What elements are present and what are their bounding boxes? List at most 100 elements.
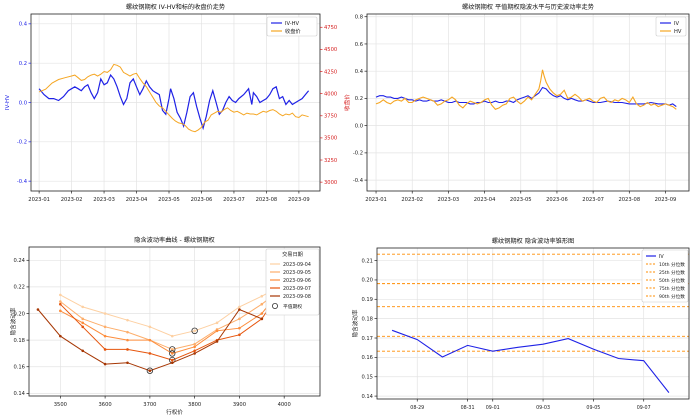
- p3-point-4-6: [170, 361, 174, 365]
- p3-atm-marker-0: [191, 327, 198, 335]
- p3-ytick-label-1: 0.22: [13, 285, 25, 291]
- p1-series-close: [38, 63, 309, 133]
- p3-atm-marker-4: [146, 367, 154, 374]
- p3-point-3-4: [148, 352, 152, 355]
- p2-legend-label-0: IV: [674, 21, 680, 27]
- p1-ytick-label-4: -0.4: [17, 179, 28, 185]
- p3-point-0-8: [238, 305, 241, 309]
- p3-point-3-1: [81, 325, 85, 329]
- p3-xtick-label-5: 4000: [278, 402, 291, 408]
- p3-point-3-8: [238, 333, 241, 337]
- p4-xtick-label-5: 09-07: [637, 405, 651, 411]
- p3-point-3-6: [193, 349, 196, 353]
- p4-legend-label-iv: IV: [659, 254, 664, 260]
- p3-point-3-0: [59, 302, 62, 306]
- p2-ytick-label-4: 0.0: [355, 123, 363, 129]
- p3-series-2023-09-06: [60, 285, 285, 354]
- p4-frame: [376, 247, 690, 400]
- p2-xtick-label-4: 2023-05: [510, 197, 532, 203]
- p1-ytick-label-0: 0.4: [19, 22, 28, 28]
- p4-xtick-label-1: 08-31: [461, 405, 475, 411]
- p4-legend-label-q0: 10th 分位数: [659, 261, 685, 268]
- p4-title: 螺纹钢期权 隐含波动率锥形图: [492, 237, 574, 245]
- p3-point-2-5: [170, 352, 174, 355]
- p3-point-1-0: [59, 300, 62, 303]
- p1-ytick-label-3: -0.2: [17, 140, 27, 146]
- p3-point-2-6: [193, 345, 196, 349]
- p3-point-1-2: [103, 325, 107, 329]
- p3-series-2023-09-04: [60, 263, 307, 337]
- p1-xtick-label-8: 2023-09: [288, 197, 310, 203]
- p3-point-4-1: [59, 334, 62, 338]
- chart-iv-hv-close: 2023-01 2023-02 2023-03 2023-04 2023-05 2023-…: [5, 3, 351, 203]
- p3-legend-label-3: 2023-09-07: [283, 286, 311, 292]
- p3-point-4-8: [215, 340, 219, 343]
- p4-ytick-label-3: 0.18: [361, 316, 373, 322]
- p2-legend-box: [655, 16, 687, 37]
- p1-series-iv-hv: [38, 73, 310, 131]
- p1-y2tick-label-7: 3000: [324, 180, 337, 186]
- p2-frame: [366, 13, 690, 192]
- p3-point-4-3: [103, 362, 107, 366]
- p1-y2tick-label-1: 4500: [324, 47, 337, 53]
- p3-point-2-3: [126, 338, 129, 342]
- p4-ytick-label-7: 0.14: [361, 394, 373, 400]
- p3-point-3-5: [170, 358, 174, 362]
- p1-xtick-label-7: 2023-08: [256, 197, 278, 203]
- p1-ylabel: IV-HV: [5, 95, 11, 110]
- p2-xtick-label-5: 2023-06: [546, 197, 568, 203]
- p3-legend-atm-label: 平值期权: [283, 303, 302, 310]
- p3-point-2-7: [215, 329, 219, 333]
- p3-point-4-4: [126, 361, 129, 365]
- p1-xtick-label-1: 2023-02: [61, 197, 83, 203]
- p3-point-0-7: [215, 321, 219, 325]
- p2-xtick-label-6: 2023-07: [582, 197, 604, 203]
- chart-iv-cone: 08-29 08-31 09-01 09-03 09-05 09-07 0.21 0.20 0.…: [351, 237, 690, 411]
- p3-point-1-1: [81, 317, 85, 321]
- p3-point-4-0: [36, 308, 40, 311]
- p1-y2tick-label-4: 3750: [324, 114, 337, 120]
- p3-point-4-2: [81, 349, 85, 353]
- p4-legend-label-q2: 50th 分位数: [659, 277, 685, 284]
- p3-xtick-label-2: 3700: [143, 402, 156, 408]
- p3-frame: [28, 246, 321, 397]
- p3-point-2-9: [260, 312, 264, 315]
- p4-ytick-label-2: 0.19: [361, 297, 373, 303]
- p3-legend-label-2: 2023-09-06: [283, 278, 311, 284]
- p3-point-1-6: [193, 342, 196, 346]
- chart-iv-smile: 3500 3600 3700 3800 3900 4000 0.24 0.22 0.20 0.18…: [9, 236, 321, 416]
- p1-ylabel-right: 收盘价: [343, 94, 351, 111]
- p1-y2tick-label-2: 4250: [324, 69, 337, 75]
- p3-series-2023-09-05: [59, 275, 307, 350]
- p3-legend-label-0: 2023-09-04: [283, 262, 311, 268]
- p3-xlabel: 行权价: [166, 408, 183, 416]
- p3-title: 隐含波动率曲线 - 螺纹钢期权: [134, 236, 214, 244]
- p4-ytick-label-6: 0.15: [361, 375, 373, 381]
- p1-y2tick-label-3: 4000: [324, 91, 337, 97]
- p4-ytick-label-1: 0.20: [361, 278, 373, 284]
- p2-ytick-label-6: -0.4: [353, 178, 364, 184]
- p3-point-0-2: [103, 312, 107, 315]
- p4-xtick-label-0: 08-29: [410, 405, 424, 411]
- p4-xtick-label-2: 09-01: [486, 405, 500, 411]
- p2-xtick-label-0: 2023-01: [365, 197, 387, 203]
- p3-xtick-label-3: 3800: [188, 402, 201, 408]
- p4-series-iv: [391, 329, 670, 393]
- p3-point-2-1: [81, 321, 85, 325]
- p3-point-1-5: [170, 348, 174, 351]
- p1-y2tick-label-5: 3500: [324, 136, 337, 142]
- p3-point-4-9: [238, 308, 241, 311]
- p3-point-2-0: [59, 309, 62, 313]
- p3-legend-label-4: 2023-09-08: [283, 294, 311, 300]
- p1-ytick-label-1: 0.2: [19, 61, 27, 67]
- p2-ytick-label-0: 0.8: [355, 15, 363, 21]
- p3-legend-label-1: 2023-09-05: [283, 270, 311, 276]
- p3-ytick-label-3: 0.18: [13, 338, 25, 344]
- p3-ytick-label-2: 0.20: [13, 311, 25, 317]
- p3-point-0-4: [148, 325, 152, 329]
- p3-point-3-3: [126, 348, 129, 351]
- p3-ytick-label-5: 0.14: [13, 391, 25, 397]
- p3-point-2-2: [103, 334, 107, 338]
- p2-legend-label-1: HV: [674, 29, 682, 35]
- p2-ytick-label-1: 0.6: [355, 42, 363, 48]
